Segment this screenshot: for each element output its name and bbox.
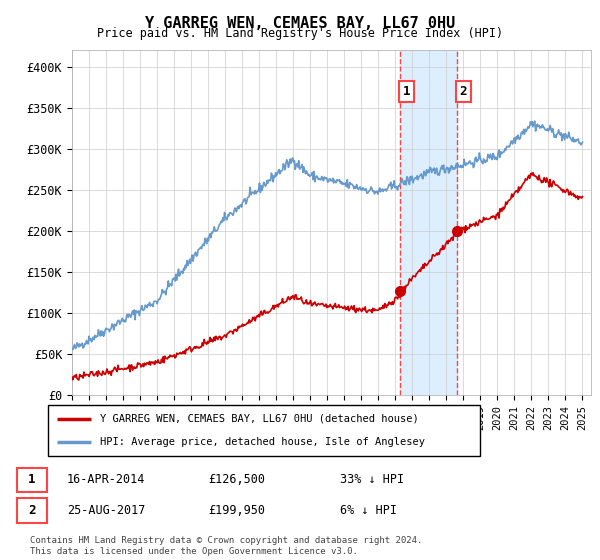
Text: £199,950: £199,950 [208, 504, 265, 517]
Text: 6% ↓ HPI: 6% ↓ HPI [340, 504, 397, 517]
Text: 2: 2 [28, 504, 35, 517]
Text: HPI: Average price, detached house, Isle of Anglesey: HPI: Average price, detached house, Isle… [100, 437, 425, 447]
Text: 2: 2 [460, 85, 467, 98]
Text: £126,500: £126,500 [208, 473, 265, 487]
Text: Y GARREG WEN, CEMAES BAY, LL67 0HU (detached house): Y GARREG WEN, CEMAES BAY, LL67 0HU (deta… [100, 414, 419, 424]
FancyBboxPatch shape [48, 405, 480, 456]
Text: 1: 1 [403, 85, 410, 98]
Text: 33% ↓ HPI: 33% ↓ HPI [340, 473, 404, 487]
Text: 16-APR-2014: 16-APR-2014 [67, 473, 145, 487]
Text: Y GARREG WEN, CEMAES BAY, LL67 0HU: Y GARREG WEN, CEMAES BAY, LL67 0HU [145, 16, 455, 31]
Bar [400, 50, 457, 395]
FancyBboxPatch shape [17, 468, 47, 492]
Text: Price paid vs. HM Land Registry's House Price Index (HPI): Price paid vs. HM Land Registry's House … [97, 27, 503, 40]
Text: Contains HM Land Registry data © Crown copyright and database right 2024.
This d: Contains HM Land Registry data © Crown c… [30, 536, 422, 556]
Text: 1: 1 [28, 473, 35, 487]
FancyBboxPatch shape [17, 498, 47, 522]
Text: 25-AUG-2017: 25-AUG-2017 [67, 504, 145, 517]
